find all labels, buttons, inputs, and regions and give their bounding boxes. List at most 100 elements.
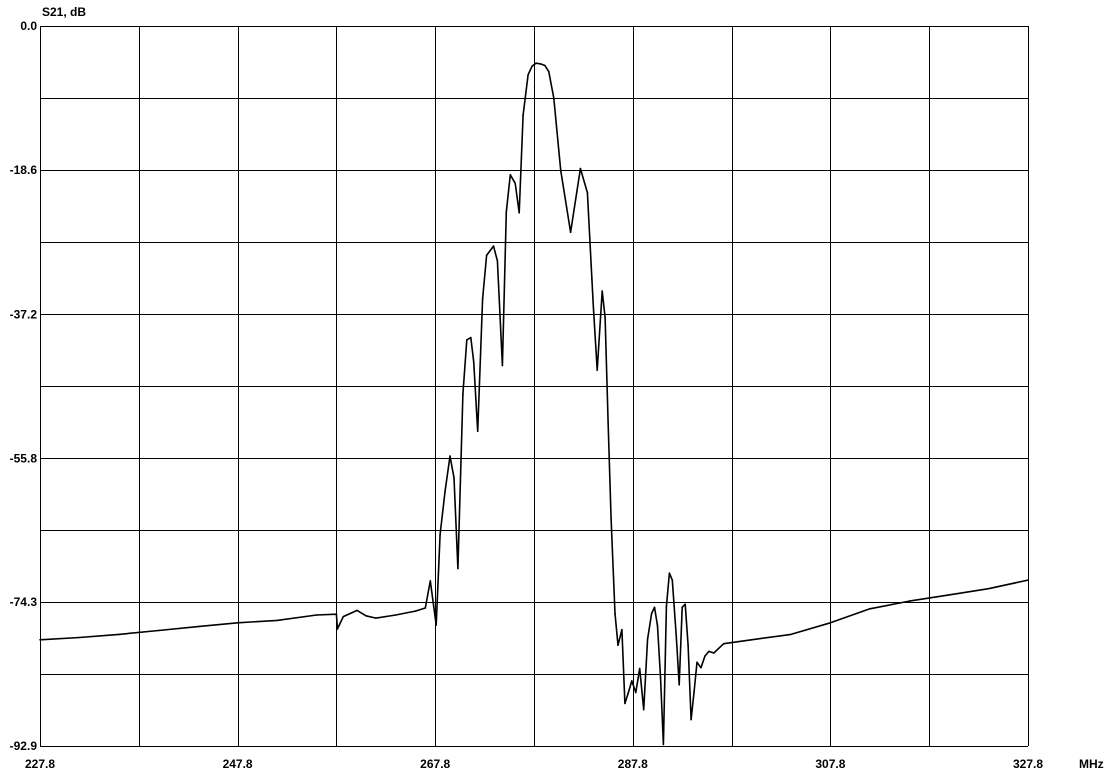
x-tick-label: 247.8 bbox=[223, 757, 253, 771]
s21-data-point bbox=[472, 360, 475, 363]
s21-data-point bbox=[614, 612, 616, 615]
s21-data-point bbox=[496, 260, 499, 262]
s21-data-point bbox=[548, 70, 550, 73]
s21-data-point bbox=[696, 661, 698, 664]
s21-data-point bbox=[466, 339, 468, 341]
s21-data-point bbox=[650, 612, 653, 615]
s21-data-point bbox=[722, 642, 725, 645]
s21-data-point bbox=[470, 336, 472, 339]
s21-data-point bbox=[439, 533, 441, 536]
s21-data-point bbox=[540, 63, 542, 65]
s21-data-point bbox=[750, 639, 753, 641]
s21-data-point bbox=[342, 615, 345, 618]
s21-data-point bbox=[681, 606, 683, 609]
s21-data-point bbox=[501, 364, 504, 367]
x-tick-label: 327.8 bbox=[1013, 757, 1043, 771]
s21-data-point bbox=[671, 579, 674, 581]
s21-data-point bbox=[665, 605, 668, 608]
s21-data-point bbox=[693, 690, 695, 693]
s21-data-point bbox=[678, 684, 680, 686]
s21-data-point bbox=[509, 174, 512, 176]
s21-data-point bbox=[157, 629, 160, 632]
y-tick-label: -37.2 bbox=[10, 307, 38, 321]
s21-data-point bbox=[621, 628, 623, 631]
s21-data-point bbox=[476, 430, 479, 433]
s21-data-point bbox=[579, 167, 582, 170]
s21-data-point bbox=[662, 743, 665, 746]
s21-data-point bbox=[627, 693, 629, 695]
s21-data-point bbox=[457, 567, 459, 570]
s21-data-point bbox=[790, 633, 792, 636]
s21-data-point bbox=[596, 369, 598, 371]
s21-data-point bbox=[336, 628, 339, 630]
s21-data-point bbox=[315, 614, 318, 616]
y-tick-label: -74.3 bbox=[10, 595, 38, 609]
s21-data-point bbox=[684, 603, 686, 605]
trace-layer bbox=[39, 62, 1029, 746]
s21-data-point bbox=[535, 62, 537, 64]
s21-data-point bbox=[708, 650, 710, 653]
s21-data-point bbox=[1027, 579, 1029, 581]
s21-data-point bbox=[690, 718, 692, 721]
s21-data-point bbox=[653, 606, 656, 609]
s21-data-point bbox=[518, 212, 520, 214]
s21-data-point bbox=[462, 393, 464, 395]
s21-data-point bbox=[522, 114, 524, 116]
s21-data-point bbox=[485, 254, 488, 257]
s21-data-point bbox=[553, 97, 555, 99]
s21-data-point bbox=[607, 421, 609, 423]
s21-data-point bbox=[675, 635, 678, 638]
s21-data-point bbox=[527, 74, 529, 76]
s21-data-point bbox=[435, 624, 438, 626]
s21-data-point bbox=[394, 614, 397, 616]
s21-data-point bbox=[78, 636, 81, 639]
s21-data-point bbox=[531, 65, 533, 68]
s21-data-point bbox=[631, 680, 633, 682]
s21-data-point bbox=[365, 615, 367, 617]
s21-data-point bbox=[586, 191, 589, 194]
s21-data-point bbox=[453, 477, 455, 479]
s21-data-point bbox=[987, 587, 990, 590]
s21-data-point bbox=[276, 619, 278, 622]
s21-data-point bbox=[635, 691, 637, 694]
x-tick-label: 287.8 bbox=[618, 757, 648, 771]
y-tick-label: -55.8 bbox=[10, 451, 38, 465]
s21-data-point bbox=[544, 64, 546, 67]
s21-data-point bbox=[356, 609, 358, 612]
s21-data-point bbox=[668, 572, 671, 574]
s21-data-point bbox=[429, 580, 432, 582]
s21-data-point bbox=[687, 644, 689, 646]
s21-data-point bbox=[659, 676, 662, 678]
s21-data-point bbox=[481, 298, 484, 300]
s21-data-point bbox=[869, 608, 871, 610]
y-axis-label: S21, dB bbox=[42, 5, 86, 19]
y-tick-label: 0.0 bbox=[20, 19, 37, 33]
s21-data-point bbox=[335, 613, 338, 615]
s21-data-point bbox=[601, 290, 603, 292]
s21-data-point bbox=[700, 666, 702, 669]
s21-data-point bbox=[656, 625, 659, 627]
s21-data-point bbox=[908, 600, 911, 602]
y-tick-label: -92.9 bbox=[10, 739, 38, 753]
s21-data-point bbox=[610, 518, 612, 520]
s21-data-point bbox=[449, 455, 451, 457]
s21-data-point bbox=[118, 633, 120, 636]
s21-data-point bbox=[829, 622, 832, 624]
x-axis-label: MHz bbox=[1079, 757, 1104, 771]
s21-data-point bbox=[948, 594, 950, 596]
s21-data-point bbox=[559, 169, 562, 171]
s21-data-point bbox=[236, 622, 239, 624]
s21-data-point bbox=[704, 655, 706, 657]
s21-data-point bbox=[444, 490, 446, 492]
s21-data-point bbox=[642, 708, 645, 711]
x-tick-label: 267.8 bbox=[420, 757, 450, 771]
s21-data-point bbox=[646, 638, 649, 640]
s21-data-point bbox=[375, 617, 377, 619]
x-tick-label: 227.8 bbox=[25, 757, 55, 771]
s21-data-point bbox=[604, 316, 606, 319]
s21-data-point bbox=[39, 639, 41, 641]
tick-labels: 227.8 247.8 267.8 287.8 307.8 327.8 0.0 -18.6 -3… bbox=[10, 19, 1044, 771]
y-tick-label: -18.6 bbox=[10, 163, 38, 177]
